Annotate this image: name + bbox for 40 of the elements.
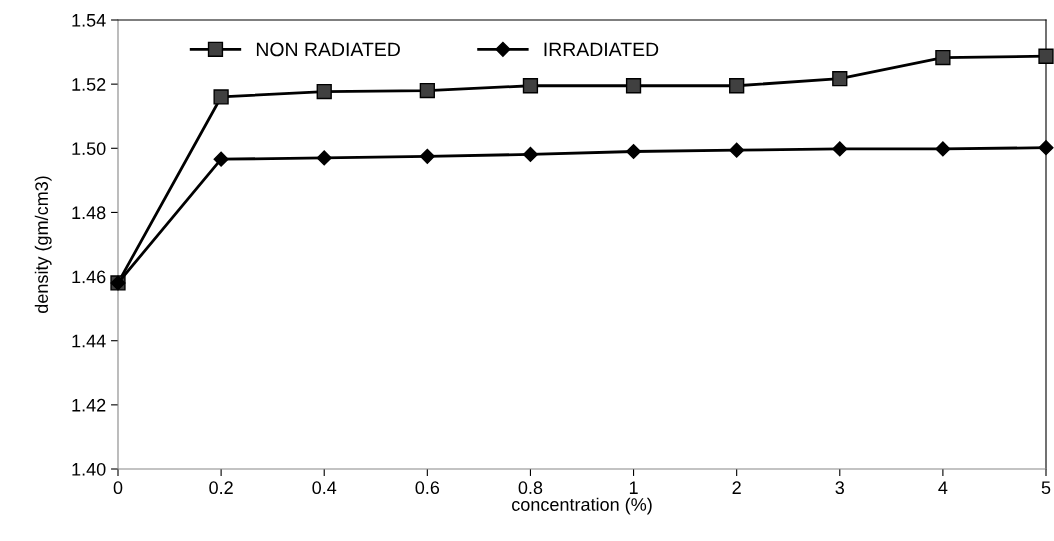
- y-tick-label: 1.42: [72, 398, 106, 412]
- point: [729, 142, 745, 158]
- x-tick-label: 0.6: [415, 481, 440, 495]
- y-tick-label: 1.46: [72, 270, 106, 284]
- point: [832, 141, 848, 157]
- point: [625, 143, 642, 160]
- x-tick-label: 0: [113, 481, 123, 495]
- point: [316, 83, 332, 100]
- point: [935, 49, 951, 66]
- point: [522, 78, 539, 94]
- x-tick-label: 0.4: [312, 481, 337, 495]
- point: [419, 148, 435, 164]
- y-tick-label: 1.48: [72, 206, 106, 220]
- point: [729, 78, 745, 94]
- point: [213, 89, 229, 105]
- x-tick-label: 0.2: [209, 481, 233, 495]
- x-tick-label: 2: [732, 481, 741, 494]
- point: [1038, 48, 1054, 64]
- y-tick-label: 1.52: [72, 78, 106, 91]
- point: [213, 151, 229, 167]
- point: [419, 82, 435, 99]
- point: [316, 150, 332, 166]
- legend-label: IRRADIATED: [544, 42, 659, 57]
- y-tick-label: 1.44: [72, 334, 106, 348]
- x-tick-label: 4: [938, 481, 948, 494]
- y-tick-label: 1.54: [72, 14, 106, 27]
- legend-label: NON RADIATED: [256, 42, 400, 57]
- x-tick-label: 0.8: [518, 481, 543, 495]
- point: [1038, 140, 1054, 156]
- x-tick-label: 1: [629, 481, 638, 494]
- x-axis-title: concentration (%): [512, 497, 652, 515]
- point: [832, 71, 848, 87]
- point: [522, 146, 539, 162]
- point: [935, 141, 951, 157]
- x-tick-label: 5: [1041, 481, 1051, 495]
- y-tick-label: 1.40: [72, 462, 106, 476]
- y-tick-label: 1.50: [72, 142, 106, 156]
- x-tick-label: 3: [835, 481, 845, 495]
- point: [625, 78, 642, 94]
- y-axis-title: density (gm/cm3): [34, 176, 52, 313]
